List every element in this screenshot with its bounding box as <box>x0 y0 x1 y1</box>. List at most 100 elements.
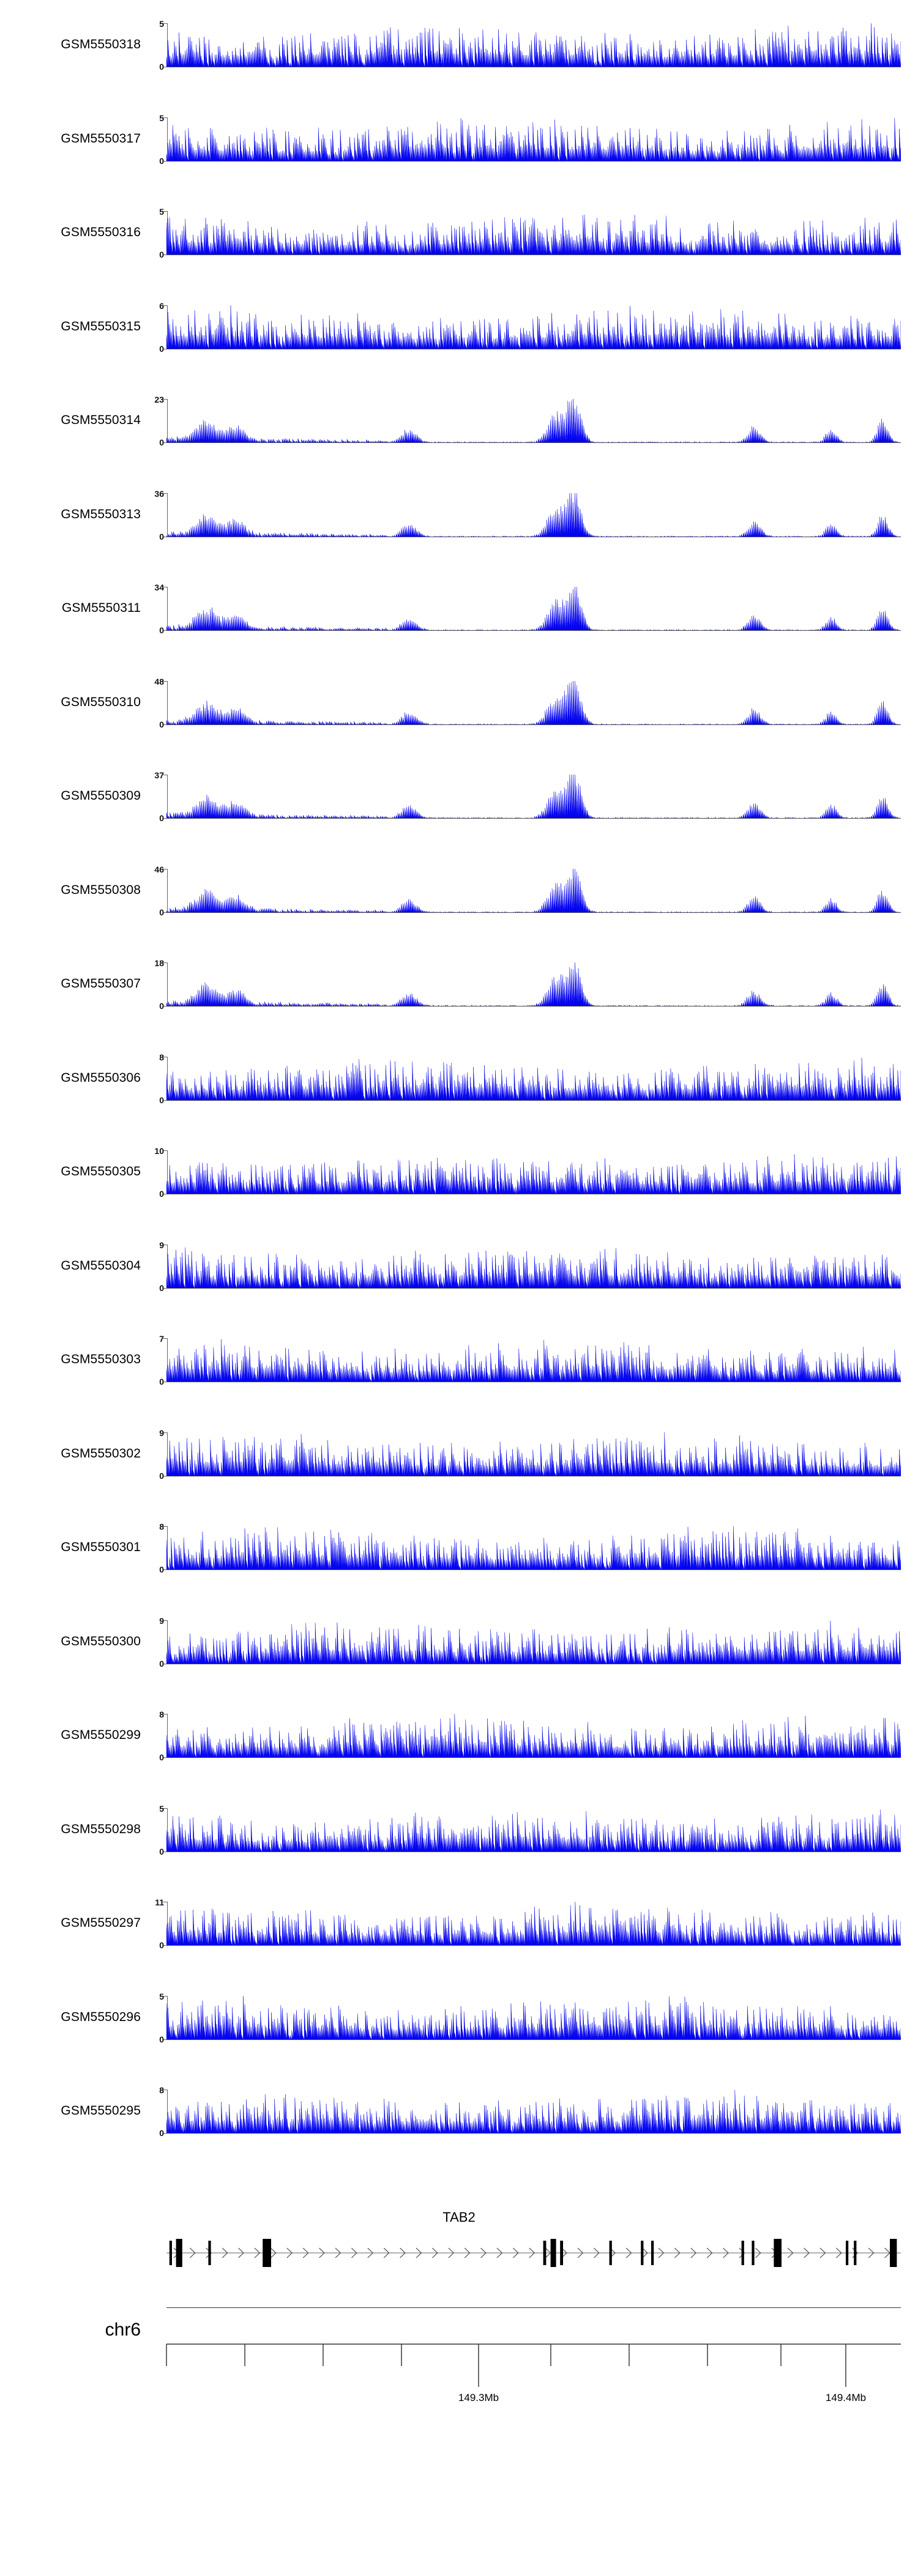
y-axis-tick-bottom <box>163 1945 168 1946</box>
coverage-track: GSM5550299 8 0 <box>0 1710 918 1762</box>
y-axis-tick-bottom <box>163 2039 168 2040</box>
coverage-track: GSM5550296 5 0 <box>0 1992 918 2044</box>
y-axis-tick-top <box>163 211 168 212</box>
coverage-plot-area[interactable] <box>166 868 901 913</box>
y-axis-max-label: 5 <box>159 113 164 123</box>
coverage-plot-area[interactable] <box>166 493 901 537</box>
track-label-gsm5550313: GSM5550313 <box>61 507 141 521</box>
y-axis-min-label: 0 <box>159 1752 164 1762</box>
coverage-plot-area[interactable] <box>166 1808 901 1852</box>
y-axis-min-label: 0 <box>159 250 164 259</box>
track-label-gsm5550314: GSM5550314 <box>61 413 141 427</box>
y-axis-tick-top <box>163 493 168 494</box>
y-axis-min-label: 0 <box>159 155 164 166</box>
y-axis-line <box>167 2090 168 2134</box>
genome-axis-body[interactable]: 149.3Mb 149.4Mb <box>166 2342 901 2421</box>
coverage-track: GSM5550303 7 0 <box>0 1335 918 1386</box>
coverage-plot-area[interactable] <box>166 1620 901 1664</box>
coverage-plot-area[interactable] <box>166 1902 901 1946</box>
y-axis-max-label: 23 <box>154 395 164 404</box>
coverage-track: GSM5550313 36 0 <box>0 488 918 541</box>
y-axis-line <box>167 1244 168 1289</box>
y-axis-min-label: 0 <box>159 1282 164 1293</box>
coverage-plot-area[interactable] <box>166 1432 901 1476</box>
coverage-plot-area[interactable] <box>166 23 901 67</box>
y-axis-max-label: 11 <box>155 1897 164 1907</box>
y-axis-min-label: 0 <box>159 813 164 823</box>
y-axis: 48 0 <box>141 677 168 729</box>
y-axis-min-label: 0 <box>159 1658 164 1669</box>
coverage-plot-area[interactable] <box>166 305 901 349</box>
y-axis-min-label: 0 <box>159 1940 164 1950</box>
coverage-plot-area[interactable] <box>166 962 901 1007</box>
coverage-plot-area[interactable] <box>166 211 901 255</box>
coverage-track: GSM5550305 10 0 <box>0 1147 918 1198</box>
coverage-plot-area[interactable] <box>166 399 901 443</box>
coverage-baseline <box>166 1287 901 1289</box>
coverage-plot-area[interactable] <box>166 1057 901 1101</box>
y-axis-min-label: 0 <box>159 907 164 917</box>
track-label-gsm5550300: GSM5550300 <box>61 1634 141 1648</box>
y-axis-tick-bottom <box>163 1287 168 1289</box>
y-axis-max-label: 36 <box>154 488 164 499</box>
gene-model-body[interactable] <box>166 2230 901 2276</box>
y-axis: 23 0 <box>141 395 168 447</box>
coverage-plot-area[interactable] <box>166 587 901 631</box>
coverage-plot-area[interactable] <box>166 680 901 725</box>
y-axis-tick-top <box>163 1995 168 1997</box>
coverage-plot-area[interactable] <box>166 1714 901 1758</box>
coverage-baseline <box>166 1100 901 1101</box>
y-axis-line <box>167 1056 168 1101</box>
y-axis-max-label: 34 <box>154 583 164 592</box>
coverage-track: GSM5550315 6 0 <box>0 302 918 353</box>
y-axis-tick-top <box>163 1432 168 1433</box>
coverage-baseline <box>166 2133 901 2134</box>
track-label-gsm5550299: GSM5550299 <box>61 1728 141 1742</box>
y-axis-min-label: 0 <box>159 1565 164 1574</box>
y-axis-line <box>167 493 168 537</box>
coverage-plot-area[interactable] <box>166 1245 901 1289</box>
y-axis-line <box>167 1902 168 1946</box>
y-axis-min-label: 0 <box>159 719 164 729</box>
coverage-plot-area[interactable] <box>166 1995 901 2040</box>
y-axis-max-label: 9 <box>159 1428 164 1438</box>
y-axis-tick-bottom <box>163 724 168 725</box>
track-label-gsm5550308: GSM5550308 <box>61 882 141 897</box>
coverage-plot-area[interactable] <box>166 1150 901 1194</box>
track-label-gsm5550301: GSM5550301 <box>61 1540 141 1554</box>
coverage-plot-area[interactable] <box>166 775 901 819</box>
gene-model-track: TAB2 <box>0 2209 918 2283</box>
coverage-track: GSM5550298 5 0 <box>0 1804 918 1856</box>
y-axis-min-label: 0 <box>159 2034 164 2044</box>
coverage-plot-area[interactable] <box>166 1526 901 1570</box>
track-label-gsm5550310: GSM5550310 <box>61 694 141 709</box>
coverage-baseline <box>166 1569 901 1570</box>
coverage-plot-area[interactable] <box>166 117 901 162</box>
coverage-baseline <box>166 1945 901 1946</box>
track-label-gsm5550297: GSM5550297 <box>61 1916 141 1930</box>
coverage-baseline <box>166 630 901 631</box>
coverage-plot-area[interactable] <box>166 2090 901 2134</box>
y-axis-tick-bottom <box>163 442 168 443</box>
y-axis-line <box>167 587 168 631</box>
coverage-track: GSM5550309 37 0 <box>0 771 918 823</box>
coverage-plot-area[interactable] <box>166 1338 901 1382</box>
y-axis-line <box>167 1714 168 1758</box>
track-label-gsm5550305: GSM5550305 <box>61 1164 141 1178</box>
coverage-baseline <box>166 818 901 819</box>
track-label-gsm5550317: GSM5550317 <box>61 131 141 146</box>
coverage-track: GSM5550306 8 0 <box>0 1053 918 1104</box>
y-axis-tick-bottom <box>163 1757 168 1758</box>
axis-tick-label: 149.3Mb <box>458 2391 499 2403</box>
y-axis-line <box>167 117 168 162</box>
y-axis-max-label: 5 <box>159 19 164 29</box>
gene-name-label: TAB2 <box>442 2209 476 2225</box>
